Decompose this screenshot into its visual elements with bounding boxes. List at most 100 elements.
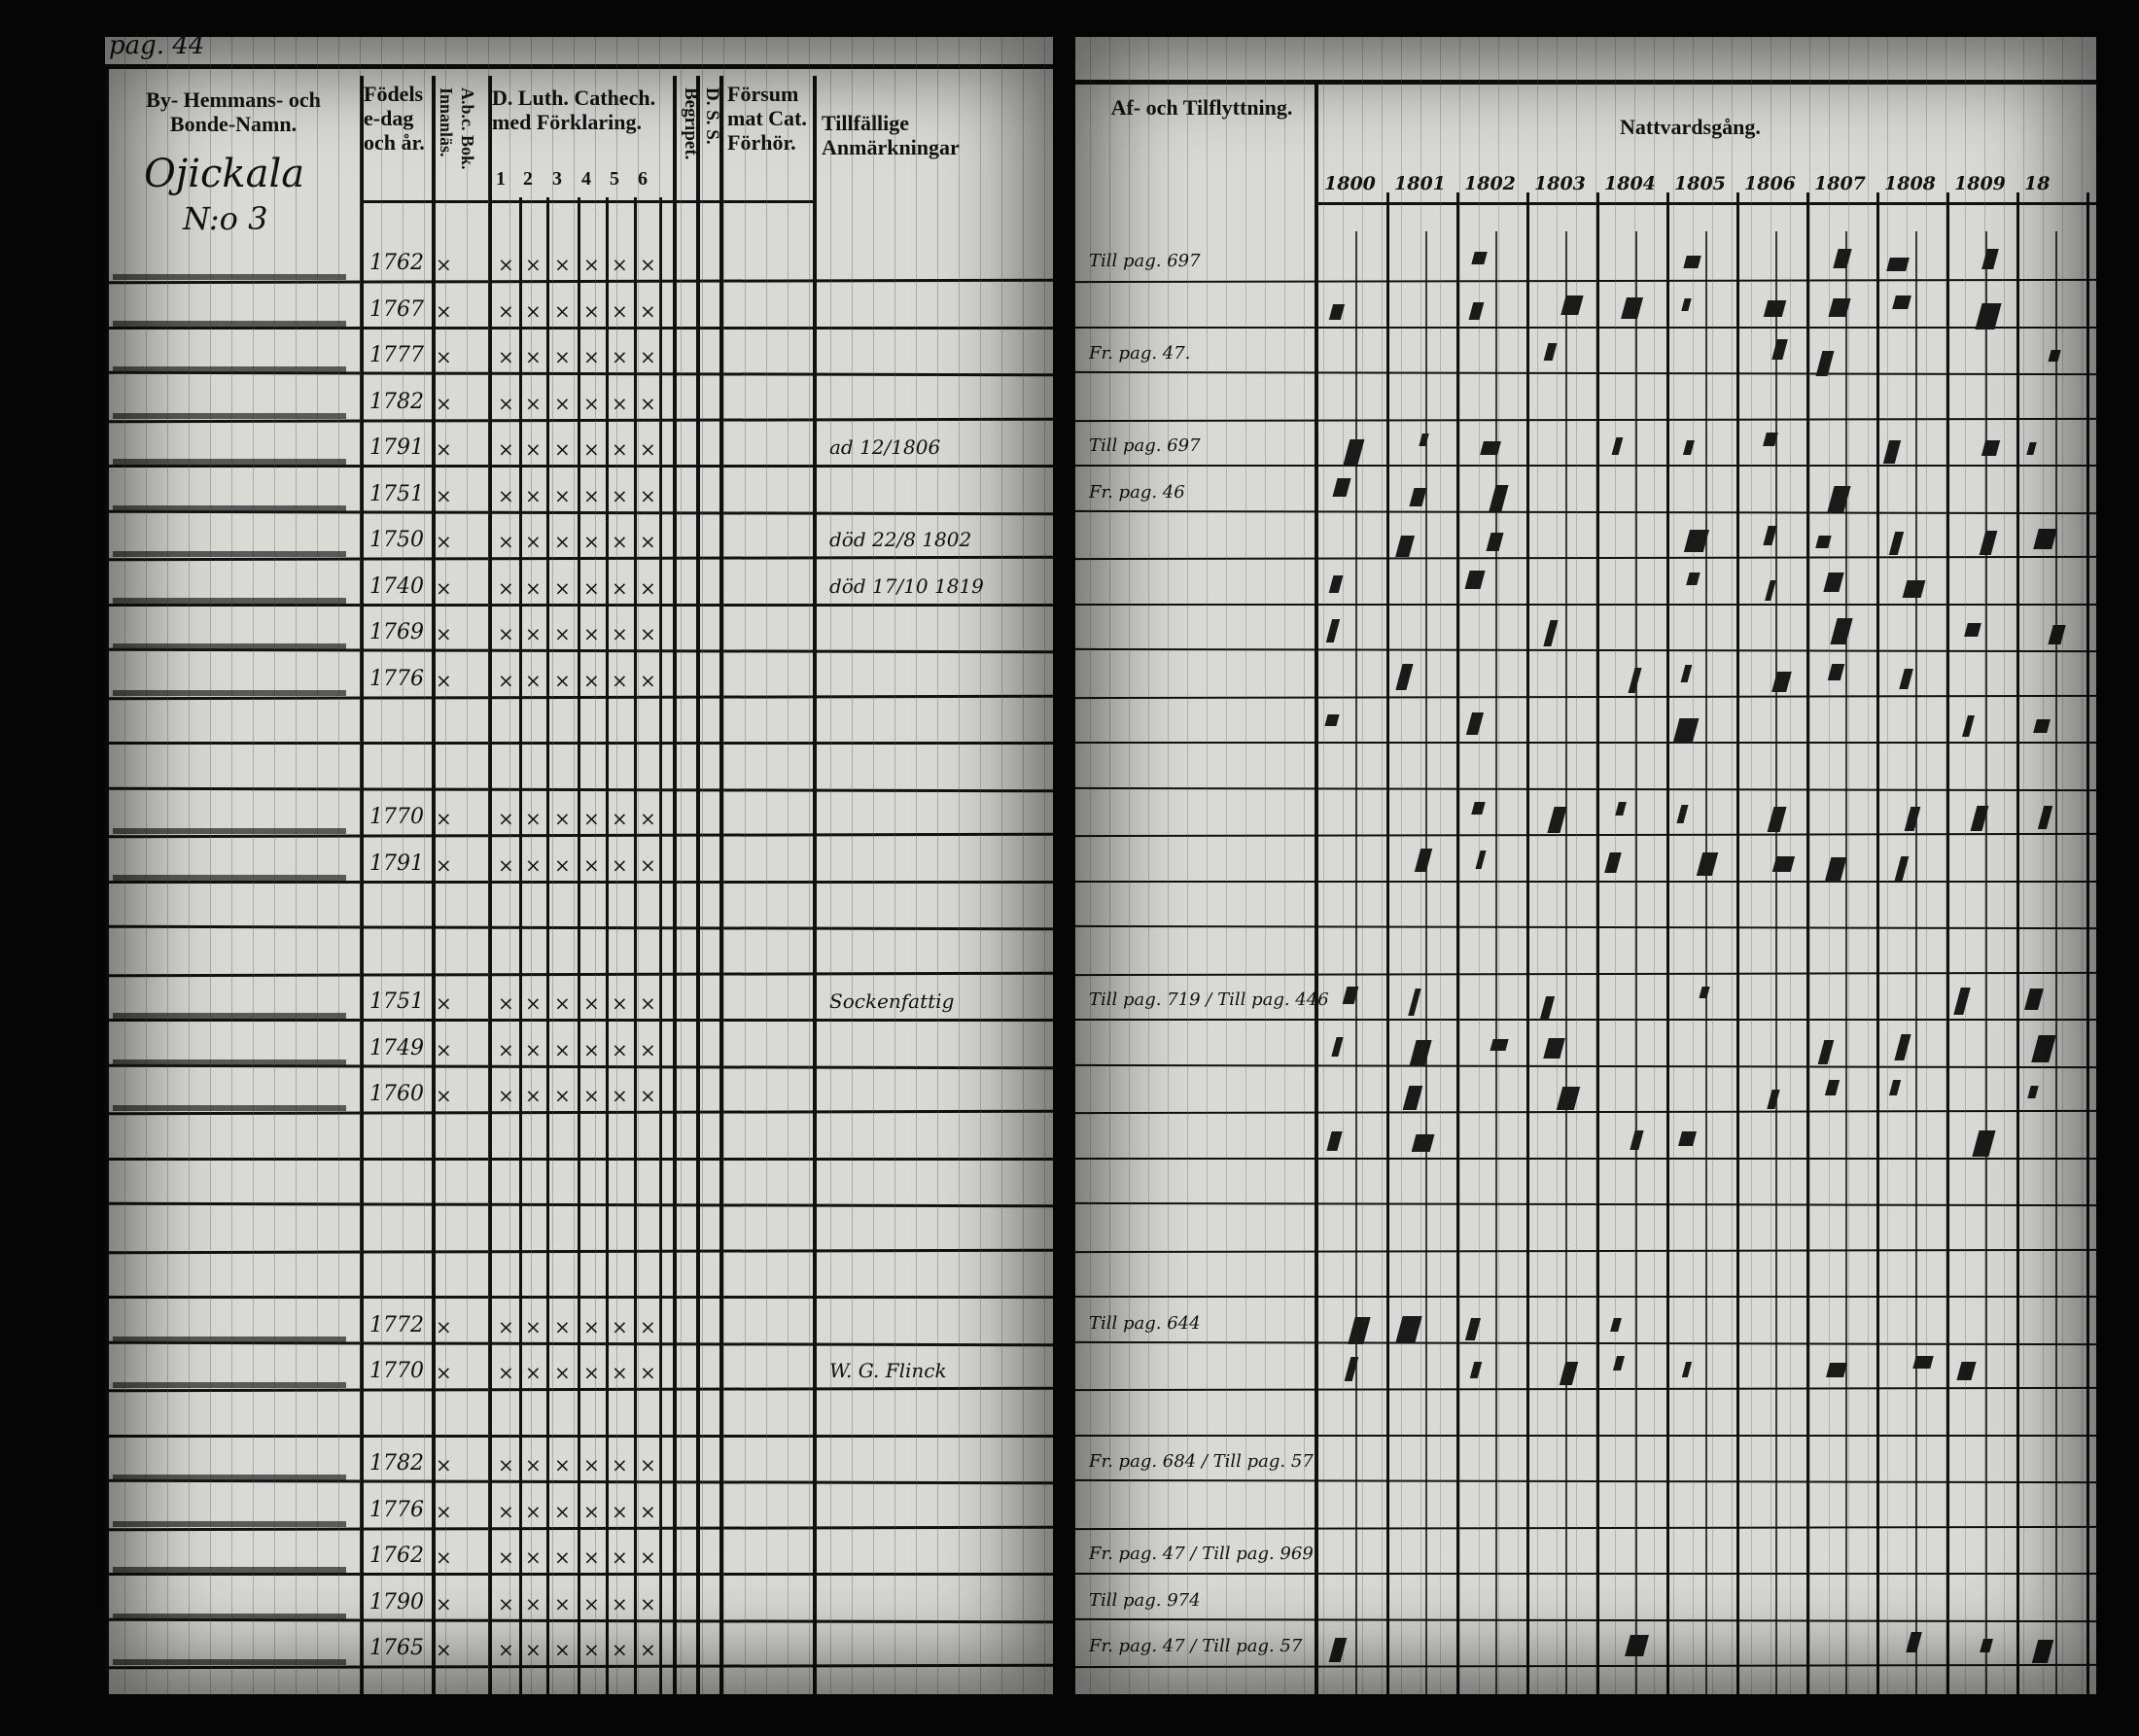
column-rule bbox=[1565, 231, 1567, 1694]
ruling-line bbox=[1440, 37, 1441, 1694]
ruling-line bbox=[360, 37, 361, 1694]
column-rule bbox=[1526, 192, 1529, 1694]
table-row: 1782 × × × × × × × bbox=[105, 386, 1053, 433]
check-mark: × bbox=[525, 391, 542, 415]
communion-mark bbox=[1489, 485, 1509, 511]
communion-mark bbox=[1912, 1355, 1934, 1370]
column-rule bbox=[813, 76, 817, 1694]
check-mark: × bbox=[436, 1453, 452, 1476]
table-row bbox=[105, 1217, 1053, 1264]
check-mark: × bbox=[554, 345, 571, 368]
ruling-line bbox=[1265, 37, 1266, 1694]
check-mark: × bbox=[612, 1591, 628, 1615]
row-rule bbox=[1075, 1063, 2096, 1068]
ruling-line bbox=[1965, 37, 1966, 1694]
check-mark: × bbox=[640, 1545, 656, 1569]
check-mark: × bbox=[612, 483, 628, 507]
row-rule bbox=[1075, 880, 2096, 883]
row-rule bbox=[1075, 1019, 2096, 1021]
communion-mark bbox=[2027, 1086, 2040, 1099]
ruling-line bbox=[509, 37, 510, 1694]
check-mark: × bbox=[640, 991, 656, 1015]
ruling-line bbox=[1148, 37, 1149, 1694]
communion-mark bbox=[1395, 535, 1416, 558]
check-mark: × bbox=[554, 668, 571, 692]
column-rule bbox=[1386, 192, 1389, 1694]
check-mark: × bbox=[525, 298, 542, 323]
communion-mark bbox=[1325, 618, 1340, 642]
ruling-line bbox=[1887, 37, 1888, 1694]
check-mark: × bbox=[436, 1084, 452, 1107]
name-handwriting bbox=[113, 255, 346, 280]
row-rule bbox=[1075, 370, 2096, 376]
table-row: 1770 × × × × × × × bbox=[105, 801, 1053, 848]
check-mark: × bbox=[436, 1499, 452, 1523]
year-header-1809: 1809 bbox=[1954, 173, 2006, 194]
ruling-line bbox=[1459, 37, 1460, 1694]
table-row: 1765 × × × × × × × bbox=[105, 1632, 1053, 1679]
column-rule bbox=[1775, 231, 1777, 1694]
check-mark: × bbox=[498, 1037, 514, 1061]
row-rule bbox=[1075, 1663, 2096, 1669]
communion-mark bbox=[1395, 1316, 1422, 1343]
communion-mark bbox=[1604, 852, 1622, 874]
row-rule bbox=[1075, 509, 2096, 514]
ruling-line bbox=[681, 37, 682, 1694]
header-communion: Nattvardsgång. bbox=[1620, 115, 1761, 139]
table-row: 1769 × × × × × × × bbox=[105, 616, 1053, 663]
catechism-part-4: 4 bbox=[581, 168, 591, 190]
column-rule bbox=[432, 76, 436, 1694]
communion-mark bbox=[1348, 1317, 1371, 1344]
check-mark: × bbox=[525, 1453, 542, 1476]
communion-mark bbox=[1465, 712, 1484, 735]
ruling-line bbox=[2082, 37, 2083, 1694]
check-mark: × bbox=[612, 575, 628, 600]
communion-mark bbox=[1469, 1362, 1483, 1379]
check-mark: × bbox=[498, 1314, 514, 1338]
move-note: Till pag. 697 bbox=[1089, 251, 1201, 271]
row-rule bbox=[1075, 278, 2096, 284]
check-mark: × bbox=[554, 575, 571, 600]
check-mark: × bbox=[498, 852, 514, 877]
table-row bbox=[105, 709, 1053, 755]
check-mark: × bbox=[525, 1314, 542, 1338]
check-mark: × bbox=[640, 1314, 656, 1338]
column-rule bbox=[1315, 80, 1318, 1694]
check-mark: × bbox=[583, 298, 600, 323]
name-handwriting bbox=[113, 532, 346, 557]
ruling-line bbox=[1401, 37, 1402, 1694]
ruling-line bbox=[788, 37, 789, 1694]
check-mark: × bbox=[498, 391, 514, 415]
row-rule bbox=[1075, 1573, 2096, 1575]
name-handwriting bbox=[113, 1363, 346, 1388]
check-mark: × bbox=[525, 852, 542, 877]
row-rule bbox=[1075, 1248, 2096, 1253]
birth-year: 1750 bbox=[369, 528, 424, 552]
communion-mark bbox=[1764, 300, 1788, 318]
table-row: 1776 × × × × × × × bbox=[105, 1494, 1053, 1541]
communion-mark bbox=[1326, 1130, 1343, 1151]
name-handwriting bbox=[113, 1455, 346, 1480]
check-mark: × bbox=[640, 1499, 656, 1523]
birth-year: 1749 bbox=[369, 1035, 424, 1060]
row-rule bbox=[1075, 326, 2096, 329]
catechism-part-1: 1 bbox=[496, 168, 506, 190]
column-rule bbox=[546, 197, 549, 1694]
move-note: Fr. pag. 47 / Till pag. 969 bbox=[1089, 1544, 1314, 1564]
header-missed: Försummat Cat. Förhör. bbox=[727, 82, 807, 155]
check-mark: × bbox=[583, 852, 600, 877]
ruling-line bbox=[1557, 37, 1558, 1694]
row-rule bbox=[105, 742, 1053, 745]
check-mark: × bbox=[554, 483, 571, 507]
check-mark: × bbox=[498, 253, 514, 276]
table-row: 1762 × × × × × × × bbox=[105, 247, 1053, 294]
check-mark: × bbox=[436, 622, 452, 645]
check-mark: × bbox=[436, 575, 452, 600]
remark: död 17/10 1819 bbox=[829, 573, 984, 598]
check-mark: × bbox=[612, 1314, 628, 1338]
ruling-line bbox=[1323, 37, 1324, 1694]
communion-mark bbox=[1814, 535, 1832, 548]
ruling-line bbox=[1751, 37, 1752, 1694]
ruling-line bbox=[2023, 37, 2024, 1694]
birth-year: 1762 bbox=[369, 1544, 424, 1568]
